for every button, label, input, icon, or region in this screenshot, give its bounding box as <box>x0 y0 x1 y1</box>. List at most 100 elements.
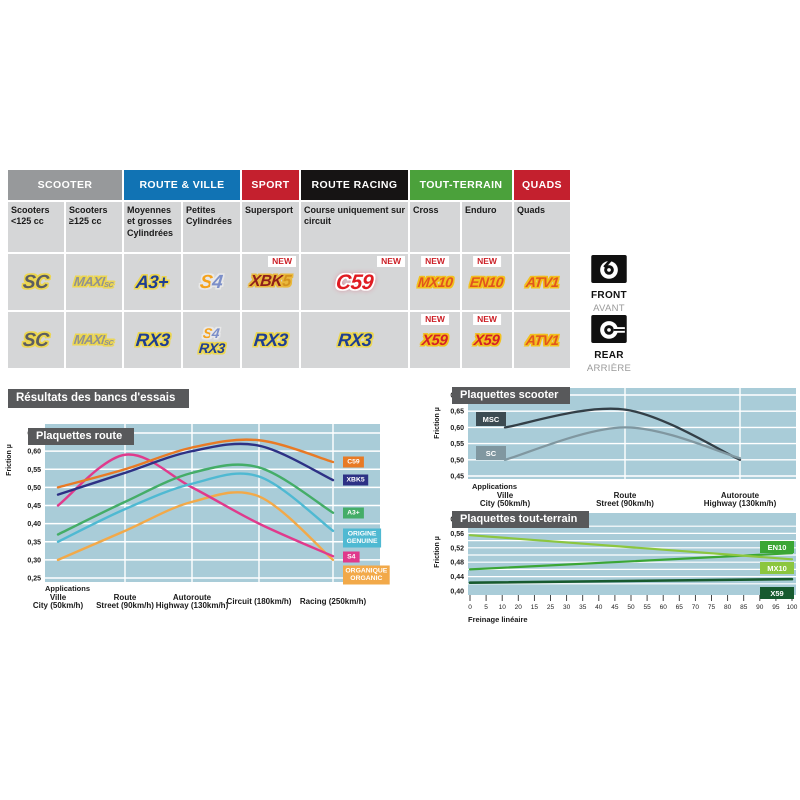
new-badge: NEW <box>377 256 405 268</box>
avant-label: AVANT <box>593 303 625 314</box>
series-line-origine <box>56 472 335 543</box>
series-label-box <box>476 446 506 460</box>
product-logo-atv1: ATV1 <box>524 274 560 290</box>
x-tick-label: 40 <box>595 604 603 611</box>
product-cell-front-quads: ATV1 <box>514 254 570 310</box>
arriere-label: ARRIÈRE <box>586 363 632 374</box>
category-label: Street (90km/h) <box>96 601 154 610</box>
group-header-route-racing: ROUTE RACING <box>301 170 408 200</box>
product-cell-rear-scooters-125-cc: MAXISC <box>66 312 122 368</box>
product-logo-maxisc: MAXISC <box>73 332 114 348</box>
series-line-a3 <box>56 463 335 536</box>
series-line-sc <box>503 426 742 461</box>
x-tick-label: 25 <box>547 604 555 611</box>
x-axis-head: Applications <box>45 584 90 593</box>
series-label-box <box>760 541 794 553</box>
x-tick-label: 35 <box>579 604 587 611</box>
x-tick-label: 10 <box>499 604 507 611</box>
product-cell-front-petites-cylindr-es: S4 <box>183 254 240 310</box>
group-header-quads: QUADS <box>514 170 570 200</box>
product-logo-c59: C59 <box>334 270 375 294</box>
group-header-sport: SPORT <box>242 170 299 200</box>
product-cell-front-scooters-125-cc: SC <box>8 254 64 310</box>
product-logo-sc: SC <box>22 271 50 293</box>
product-logo-xbk5: XBK5 <box>249 273 292 290</box>
category-label: Ville <box>50 593 67 602</box>
product-application-table: SCOOTER ROUTE & VILLE SPORT ROUTE RACING TOU… <box>8 170 570 368</box>
y-tick-label: 0,52 <box>450 545 464 552</box>
x-tick-label: 80 <box>724 604 732 611</box>
series-label-box <box>476 412 506 426</box>
product-cell-rear-enduro: NEW X59 <box>462 312 512 368</box>
series-label-origine: GENUINE <box>347 538 378 545</box>
x-axis-head: Applications <box>472 482 517 491</box>
route-chart-plot: 0,650,600,550,500,450,400,350,300,25Fric… <box>6 424 390 610</box>
series-label-organique: ORGANIQUE <box>345 568 387 575</box>
series-label-box <box>343 456 364 468</box>
group-header-tout-terrain: TOUT-TERRAIN <box>410 170 512 200</box>
y-tick-label: 0,55 <box>27 467 41 474</box>
y-tick-label: 0,45 <box>27 503 41 510</box>
category-label: Autoroute <box>173 593 212 602</box>
series-line-x59 <box>468 577 794 585</box>
series-line-organique <box>56 491 335 562</box>
product-logo-en10: EN10 <box>469 274 505 290</box>
series-line-s4 <box>56 453 335 558</box>
product-logo-sc: SC <box>22 329 50 351</box>
front-axle-indicator: FRONT AVANT <box>586 255 632 314</box>
y-tick-label: 0,40 <box>450 589 464 596</box>
series-line-c59 <box>56 438 335 489</box>
product-cell-front-course-uniquement-sur-circuit: NEW C59 <box>301 254 408 310</box>
y-tick-label: 0,60 <box>450 425 464 432</box>
product-cell-front-moyennes-et-grosses-cylindr-es: A3+ <box>124 254 181 310</box>
x-tick-label: 100 <box>787 604 798 611</box>
product-logo-mx10: MX10 <box>416 274 454 290</box>
rear-axle-indicator: REAR ARRIÈRE <box>586 315 632 374</box>
column-header-cross: Cross <box>410 202 460 252</box>
series-label-box <box>343 507 364 519</box>
series-label-box <box>343 474 369 486</box>
chart-title-tout-terrain: Plaquettes tout-terrain <box>452 511 590 528</box>
column-header-course-uniquement-sur-circuit: Course uniquement sur circuit <box>301 202 408 252</box>
category-label: Autoroute <box>721 491 760 500</box>
chart-title-scooter: Plaquettes scooter <box>452 387 571 404</box>
column-header-enduro: Enduro <box>462 202 512 252</box>
x-axis-title: Freinage linéaire <box>468 615 528 624</box>
x-tick-label: 65 <box>676 604 684 611</box>
y-tick-label: 0,60 <box>27 449 41 456</box>
series-label-mx10: MX10 <box>767 564 787 573</box>
y-tick-label: 0,40 <box>27 521 41 528</box>
category-label: City (50km/h) <box>33 601 84 610</box>
series-label-a3: A3+ <box>347 510 360 517</box>
y-tick-label: 0,48 <box>450 560 464 567</box>
product-logo-a3: A3+ <box>135 272 170 292</box>
category-label: Highway (130km/h) <box>156 601 229 610</box>
x-tick-label: 5 <box>484 604 488 611</box>
series-label-organique: ORGANIC <box>350 575 382 582</box>
product-logo-rx3: RX3 <box>252 330 289 350</box>
y-axis-title: Friction µ <box>6 444 13 476</box>
product-cell-front-enduro: NEW EN10 <box>462 254 512 310</box>
series-label-box <box>760 587 794 599</box>
category-label: Highway (130km/h) <box>704 499 777 508</box>
y-tick-label: 0,35 <box>27 539 41 546</box>
product-cell-rear-petites-cylindr-es: S4 RX3 <box>183 312 240 368</box>
series-label-en10: EN10 <box>768 543 787 552</box>
product-logo-s4: S4 <box>202 324 221 341</box>
series-label-box <box>343 551 360 563</box>
series-label-xbk5: XBK5 <box>347 477 365 484</box>
x-tick-label: 90 <box>756 604 764 611</box>
product-cell-rear-moyennes-et-grosses-cylindr-es: RX3 <box>124 312 181 368</box>
y-tick-label: 0,55 <box>450 441 464 448</box>
series-line-mx10 <box>468 534 794 561</box>
product-logo-x59: X59 <box>421 331 449 349</box>
new-badge: NEW <box>268 256 296 268</box>
series-label-c59: C59 <box>347 459 360 466</box>
product-cell-rear-scooters-125-cc: SC <box>8 312 64 368</box>
x-tick-label: 20 <box>515 604 523 611</box>
